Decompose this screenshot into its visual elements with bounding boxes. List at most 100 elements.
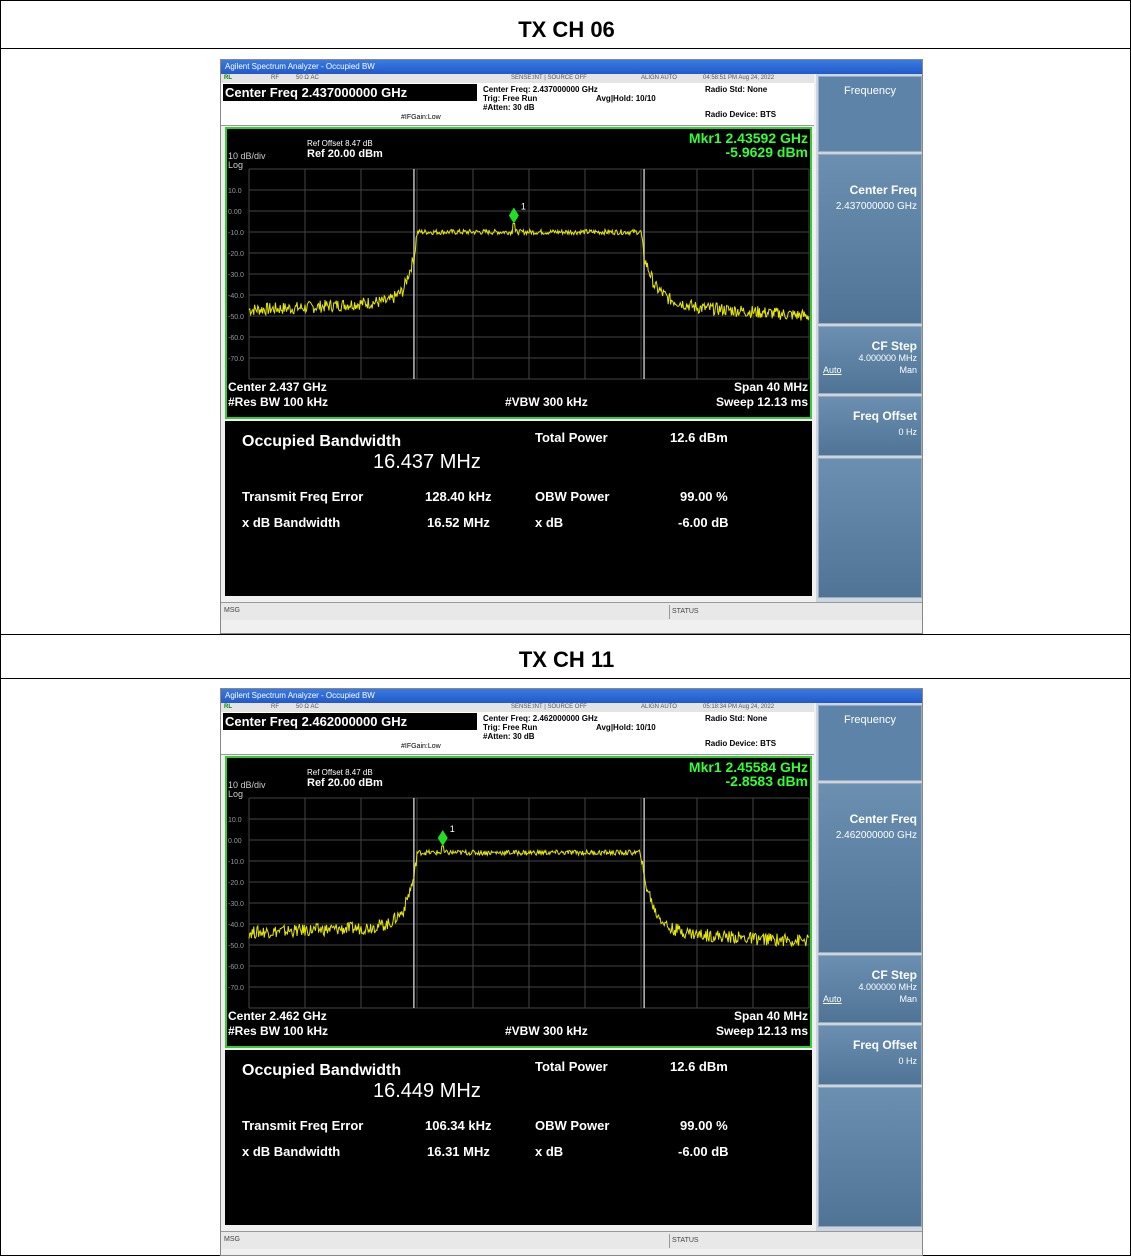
xdb-bw-label: x dB Bandwidth: [242, 515, 341, 530]
divider: [1, 634, 1131, 635]
freq-offset-label: Freq Offset: [852, 1038, 917, 1052]
obw-power-label: OBW Power: [535, 1118, 610, 1133]
radio-std: Radio Std: None: [705, 85, 768, 94]
xdb-label: x dB: [535, 1144, 564, 1159]
section-title-ch11: TX CH 11: [518, 647, 615, 672]
tfe-label: Transmit Freq Error: [242, 489, 364, 504]
spectrum-plot-svg: 10.0 0.00 -10.0 -20.0 -30.0 -40.0 -50.0 -60.0 -7…: [228, 168, 810, 380]
obw-power-value: 99.00 %: [680, 489, 728, 504]
ref-offset: Ref Offset 8.47 dB: [307, 768, 373, 777]
impedance-indicator: 50 Ω AC: [296, 75, 319, 81]
y-tick-label: 10.0: [228, 188, 242, 195]
softkey-menu-title: Frequency: [818, 76, 922, 152]
total-power-label: Total Power: [535, 430, 608, 445]
settings-header: RL RF 50 Ω AC SENSE:INT | SOURCE OFF ALI…: [221, 703, 814, 755]
center-freq-softkey[interactable]: Center Freq 2.437000000 GHz: [818, 154, 922, 324]
total-power-value: 12.6 dBm: [670, 1059, 728, 1074]
section-title-ch06: TX CH 06: [518, 17, 615, 42]
center-freq-display[interactable]: Center Freq 2.437000000 GHz: [223, 84, 477, 101]
cf-step-man[interactable]: Man: [899, 365, 917, 375]
marker-number: 1: [450, 824, 455, 834]
softkey-panel: Frequency Center Freq 2.437000000 GHz CF…: [816, 74, 922, 602]
cf-step-auto[interactable]: Auto: [823, 994, 842, 1004]
obw-label: Occupied Bandwidth: [242, 1062, 402, 1079]
msg-label: MSG: [224, 607, 240, 614]
marker-diamond: [437, 830, 448, 847]
scale-label: 10 dB/div: [228, 151, 266, 161]
plot-area: 10.0 0.00 -10.0 -20.0 -30.0 -40.0 -50.0 -60.0 -7…: [227, 758, 810, 1046]
trig-info: Trig: Free Run: [483, 94, 538, 103]
timestamp: 05:18:34 PM Aug 24, 2022: [703, 704, 775, 710]
y-tick-label: -50.0: [228, 943, 244, 950]
results-panel: Occupied Bandwidth 16.437 MHz Total Powe…: [225, 421, 812, 596]
rf-indicator: RF: [271, 75, 279, 81]
y-tick-label: -30.0: [228, 272, 244, 279]
marker-readout-amp: -2.8583 dBm: [725, 773, 808, 789]
vbw-label: #VBW 300 kHz: [505, 395, 588, 409]
center-label: Center 2.437 GHz: [228, 380, 327, 394]
msg-label: MSG: [224, 1236, 240, 1243]
res-bw-label: #Res BW 100 kHz: [228, 1024, 329, 1038]
radio-device: Radio Device: BTS: [705, 739, 777, 748]
freq-offset-softkey[interactable]: Freq Offset 0 Hz: [818, 396, 922, 456]
center-freq-softkey-value: 2.437000000 GHz: [835, 201, 917, 212]
xdb-label: x dB: [535, 515, 564, 530]
cf-step-softkey[interactable]: CF Step 4.000000 MHz Auto Man: [818, 955, 922, 1023]
tfe-label: Transmit Freq Error: [242, 1118, 364, 1133]
atten-info: #Atten: 30 dB: [483, 732, 535, 741]
xdb-value: -6.00 dB: [678, 515, 729, 530]
cf-step-auto[interactable]: Auto: [823, 365, 842, 375]
obw-label: Occupied Bandwidth: [242, 433, 402, 450]
marker-readout-freq: Mkr1 2.43592 GHz: [688, 130, 808, 146]
marker-readout-freq: Mkr1 2.45584 GHz: [688, 759, 808, 775]
span-label: Span 40 MHz: [733, 380, 808, 394]
span-label: Span 40 MHz: [733, 1009, 808, 1023]
cf-step-label: CF Step: [871, 968, 917, 982]
obw-value: 16.437 MHz: [373, 451, 481, 473]
center-freq-softkey[interactable]: Center Freq 2.462000000 GHz: [818, 783, 922, 953]
rl-indicator: RL: [224, 704, 232, 710]
avg-hold-info: Avg|Hold: 10/10: [596, 94, 656, 103]
cf-step-softkey[interactable]: CF Step 4.000000 MHz Auto Man: [818, 326, 922, 394]
softkey-menu-title: Frequency: [818, 705, 922, 781]
plot-area: 10.0 0.00 -10.0 -20.0 -30.0 -40.0 -50.0 -60.0 -7…: [227, 129, 810, 417]
center-freq-display[interactable]: Center Freq 2.462000000 GHz: [223, 713, 477, 730]
y-tick-label: -60.0: [228, 335, 244, 342]
xdb-bw-label: x dB Bandwidth: [242, 1144, 341, 1159]
impedance-indicator: 50 Ω AC: [296, 704, 319, 710]
ref-offset: Ref Offset 8.47 dB: [307, 139, 373, 148]
sense-indicator: SENSE:INT | SOURCE OFF: [511, 75, 587, 81]
softkey-blank[interactable]: [818, 1087, 922, 1227]
total-power-label: Total Power: [535, 1059, 608, 1074]
center-freq-info: Center Freq: 2.462000000 GHz: [483, 714, 598, 723]
spectrum-trace: [248, 223, 810, 321]
center-freq-softkey-label: Center Freq: [849, 183, 917, 197]
marker-readout-amp: -5.9629 dBm: [725, 144, 808, 160]
tfe-value: 128.40 kHz: [425, 489, 492, 504]
y-tick-label: 0.00: [228, 838, 242, 845]
trig-info: Trig: Free Run: [483, 723, 538, 732]
vbw-label: #VBW 300 kHz: [505, 1024, 588, 1038]
center-freq-softkey-value: 2.462000000 GHz: [835, 830, 917, 841]
status-label: STATUS: [669, 1234, 922, 1248]
status-strip: RL RF 50 Ω AC SENSE:INT | SOURCE OFF ALI…: [221, 74, 814, 83]
cf-step-man[interactable]: Man: [899, 994, 917, 1004]
results-panel: Occupied Bandwidth 16.449 MHz Total Powe…: [225, 1050, 812, 1225]
freq-offset-label: Freq Offset: [852, 409, 917, 423]
radio-device: Radio Device: BTS: [705, 110, 777, 119]
ref-level: Ref 20.00 dBm: [307, 148, 383, 160]
avg-hold-info: Avg|Hold: 10/10: [596, 723, 656, 732]
sense-indicator: SENSE:INT | SOURCE OFF: [511, 704, 587, 710]
y-tick-label: -70.0: [228, 985, 244, 992]
y-tick-label: -20.0: [228, 880, 244, 887]
align-indicator: ALIGN AUTO: [641, 75, 677, 81]
freq-offset-softkey[interactable]: Freq Offset 0 Hz: [818, 1025, 922, 1085]
softkey-blank[interactable]: [818, 458, 922, 598]
obw-power-value: 99.00 %: [680, 1118, 728, 1133]
freq-offset-value: 0 Hz: [898, 1056, 917, 1066]
status-label: STATUS: [669, 605, 922, 619]
spectrum-graph: Ref Offset 8.47 dB Ref 20.00 dBm 10 dB/d…: [225, 127, 812, 419]
log-label: Log: [228, 160, 244, 170]
scale-label: 10 dB/div: [228, 780, 266, 790]
